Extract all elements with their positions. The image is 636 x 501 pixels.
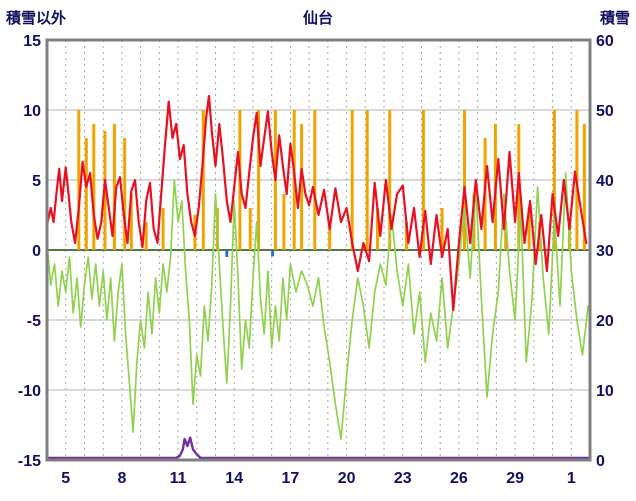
left-axis-tick-label: -5 [27,313,41,330]
sunshine-bars [144,222,148,250]
sunshine-bars [365,110,369,250]
x-axis-tick-label: 17 [282,470,300,487]
right-axis-tick-label: 30 [596,243,614,260]
x-axis-tick-label: 11 [170,470,187,487]
sunshine-bars [376,208,379,250]
left-axis-tick-label: 5 [32,173,41,190]
sunshine-bars [421,110,425,250]
sunshine-bars [504,222,508,250]
x-axis-tick-label: 1 [567,470,576,487]
x-axis-tick-label: 8 [117,470,126,487]
left-axis-tick-label: 0 [32,243,41,260]
sunshine-bars [552,110,556,250]
sunshine-bars [440,208,444,250]
precip-marks [225,250,229,257]
plot-frame [45,38,592,462]
left-axis-title: 積雪以外 [6,10,67,27]
right-axis-tick-label: 20 [596,313,614,330]
sunshine-bars [77,110,81,250]
snow-depth-line [45,436,592,460]
sunshine-bars [350,110,354,250]
sunshine-bars [248,208,252,250]
right-axis-title: 積雪 [599,10,630,27]
sunshine-bars [463,110,466,250]
sunshine-bars [84,138,88,250]
sunshine-bars [257,110,261,250]
right-axis-tick-label: 50 [596,103,614,120]
sunshine-bars [282,194,286,250]
right-axis-tick-label: 40 [596,173,614,190]
x-axis-tick-label: 14 [225,470,243,487]
green-anomaly-line [46,172,589,440]
left-axis-tick-label: -15 [18,453,41,470]
x-axis-tick-label: 20 [338,470,356,487]
right-axis-tick-label: 0 [596,453,605,470]
sunshine-bars [129,194,133,250]
sunshine-bars [201,110,205,250]
x-axis-tick-label: 26 [450,470,468,487]
temperature-line [45,94,588,312]
sunshine-bars [405,222,408,250]
x-axis-tick-label: 29 [506,470,524,487]
right-axis-tick-label: 10 [596,383,614,400]
left-axis-tick-label: 10 [23,103,41,120]
sunshine-bars [123,138,127,250]
x-axis-tick-label: 23 [394,470,412,487]
left-axis-tick-label: 15 [23,33,41,50]
sunshine-bars [388,110,392,250]
sunshine-bars [527,208,531,250]
sunshine-bars [300,124,304,250]
right-axis-tick-label: 60 [596,33,614,50]
sunshine-bars [313,110,317,250]
chart-title: 仙台 [302,10,333,27]
left-axis-tick-label: -10 [18,383,41,400]
x-axis-tick-label: 5 [61,470,70,487]
sunshine-bars [582,124,586,250]
sunshine-bars [112,124,116,250]
sunshine-bars [92,124,96,250]
sunshine-bars [161,208,165,250]
precip-marks [271,250,275,257]
sunshine-bars [328,222,332,250]
